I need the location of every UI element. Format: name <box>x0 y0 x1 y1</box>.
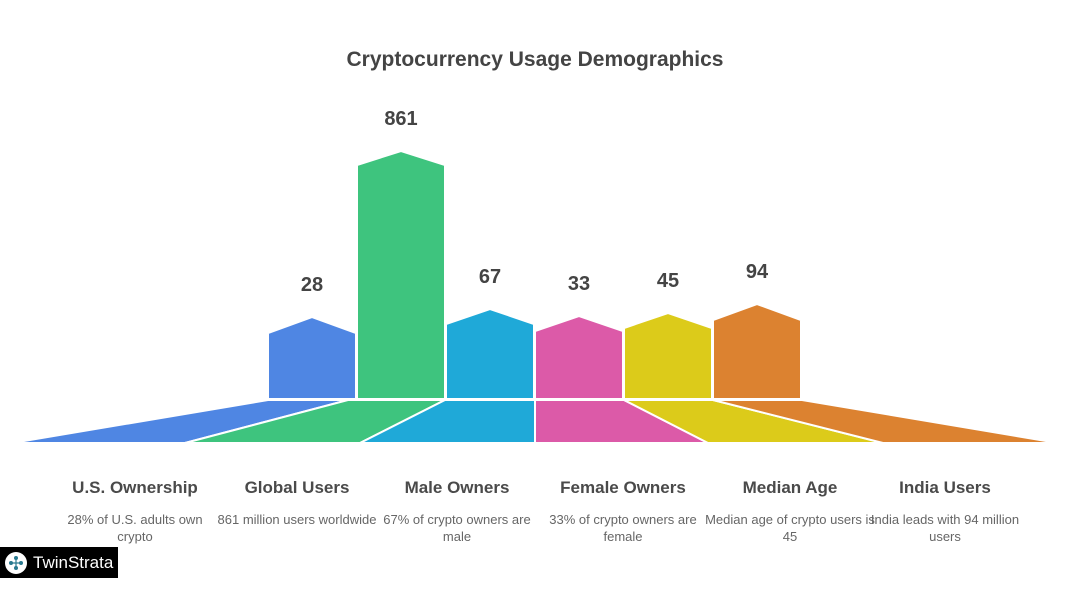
category-label: Male Owners 67% of crypto owners are male <box>372 478 542 545</box>
value-label: 94 <box>746 261 769 283</box>
bar <box>534 314 624 400</box>
category-name: India Users <box>899 478 991 497</box>
category-description: 33% of crypto owners are female <box>549 512 697 544</box>
category-label: Female Owners 33% of crypto owners are fe… <box>538 478 708 545</box>
value-label: 33 <box>568 273 590 295</box>
category-description: 67% of crypto owners are male <box>383 512 531 544</box>
chart-title: Cryptocurrency Usage Demographics <box>346 48 724 71</box>
category-name: U.S. Ownership <box>72 478 198 497</box>
category-label: Global Users 861 million users worldwide <box>212 478 382 528</box>
value-label: 67 <box>479 266 501 288</box>
category-description: India leads with 94 million users <box>870 512 1020 544</box>
network-icon <box>5 551 27 574</box>
value-label: 45 <box>657 270 679 292</box>
category-name: Female Owners <box>560 478 686 497</box>
category-description: Median age of crypto users is 45 <box>705 512 875 544</box>
bar <box>356 149 446 400</box>
category-name: Male Owners <box>404 478 510 497</box>
category-label: India Users India leads with 94 million u… <box>860 478 1030 545</box>
category-name: Global Users <box>244 478 350 497</box>
category-label: U.S. Ownership 28% of U.S. adults own cry… <box>50 478 220 545</box>
bar <box>712 302 802 400</box>
category-description: 861 million users worldwide <box>217 512 377 527</box>
bar <box>623 311 713 400</box>
category-label: Median Age Median age of crypto users is … <box>705 478 875 545</box>
value-label: 861 <box>384 108 417 130</box>
bar <box>445 307 535 400</box>
category-description: 28% of U.S. adults own crypto <box>67 512 203 544</box>
logo-text: TwinStrata <box>33 552 114 572</box>
value-label: 28 <box>301 274 323 296</box>
category-name: Median Age <box>742 478 838 497</box>
bar <box>267 315 357 400</box>
logo: TwinStrata <box>0 547 118 578</box>
